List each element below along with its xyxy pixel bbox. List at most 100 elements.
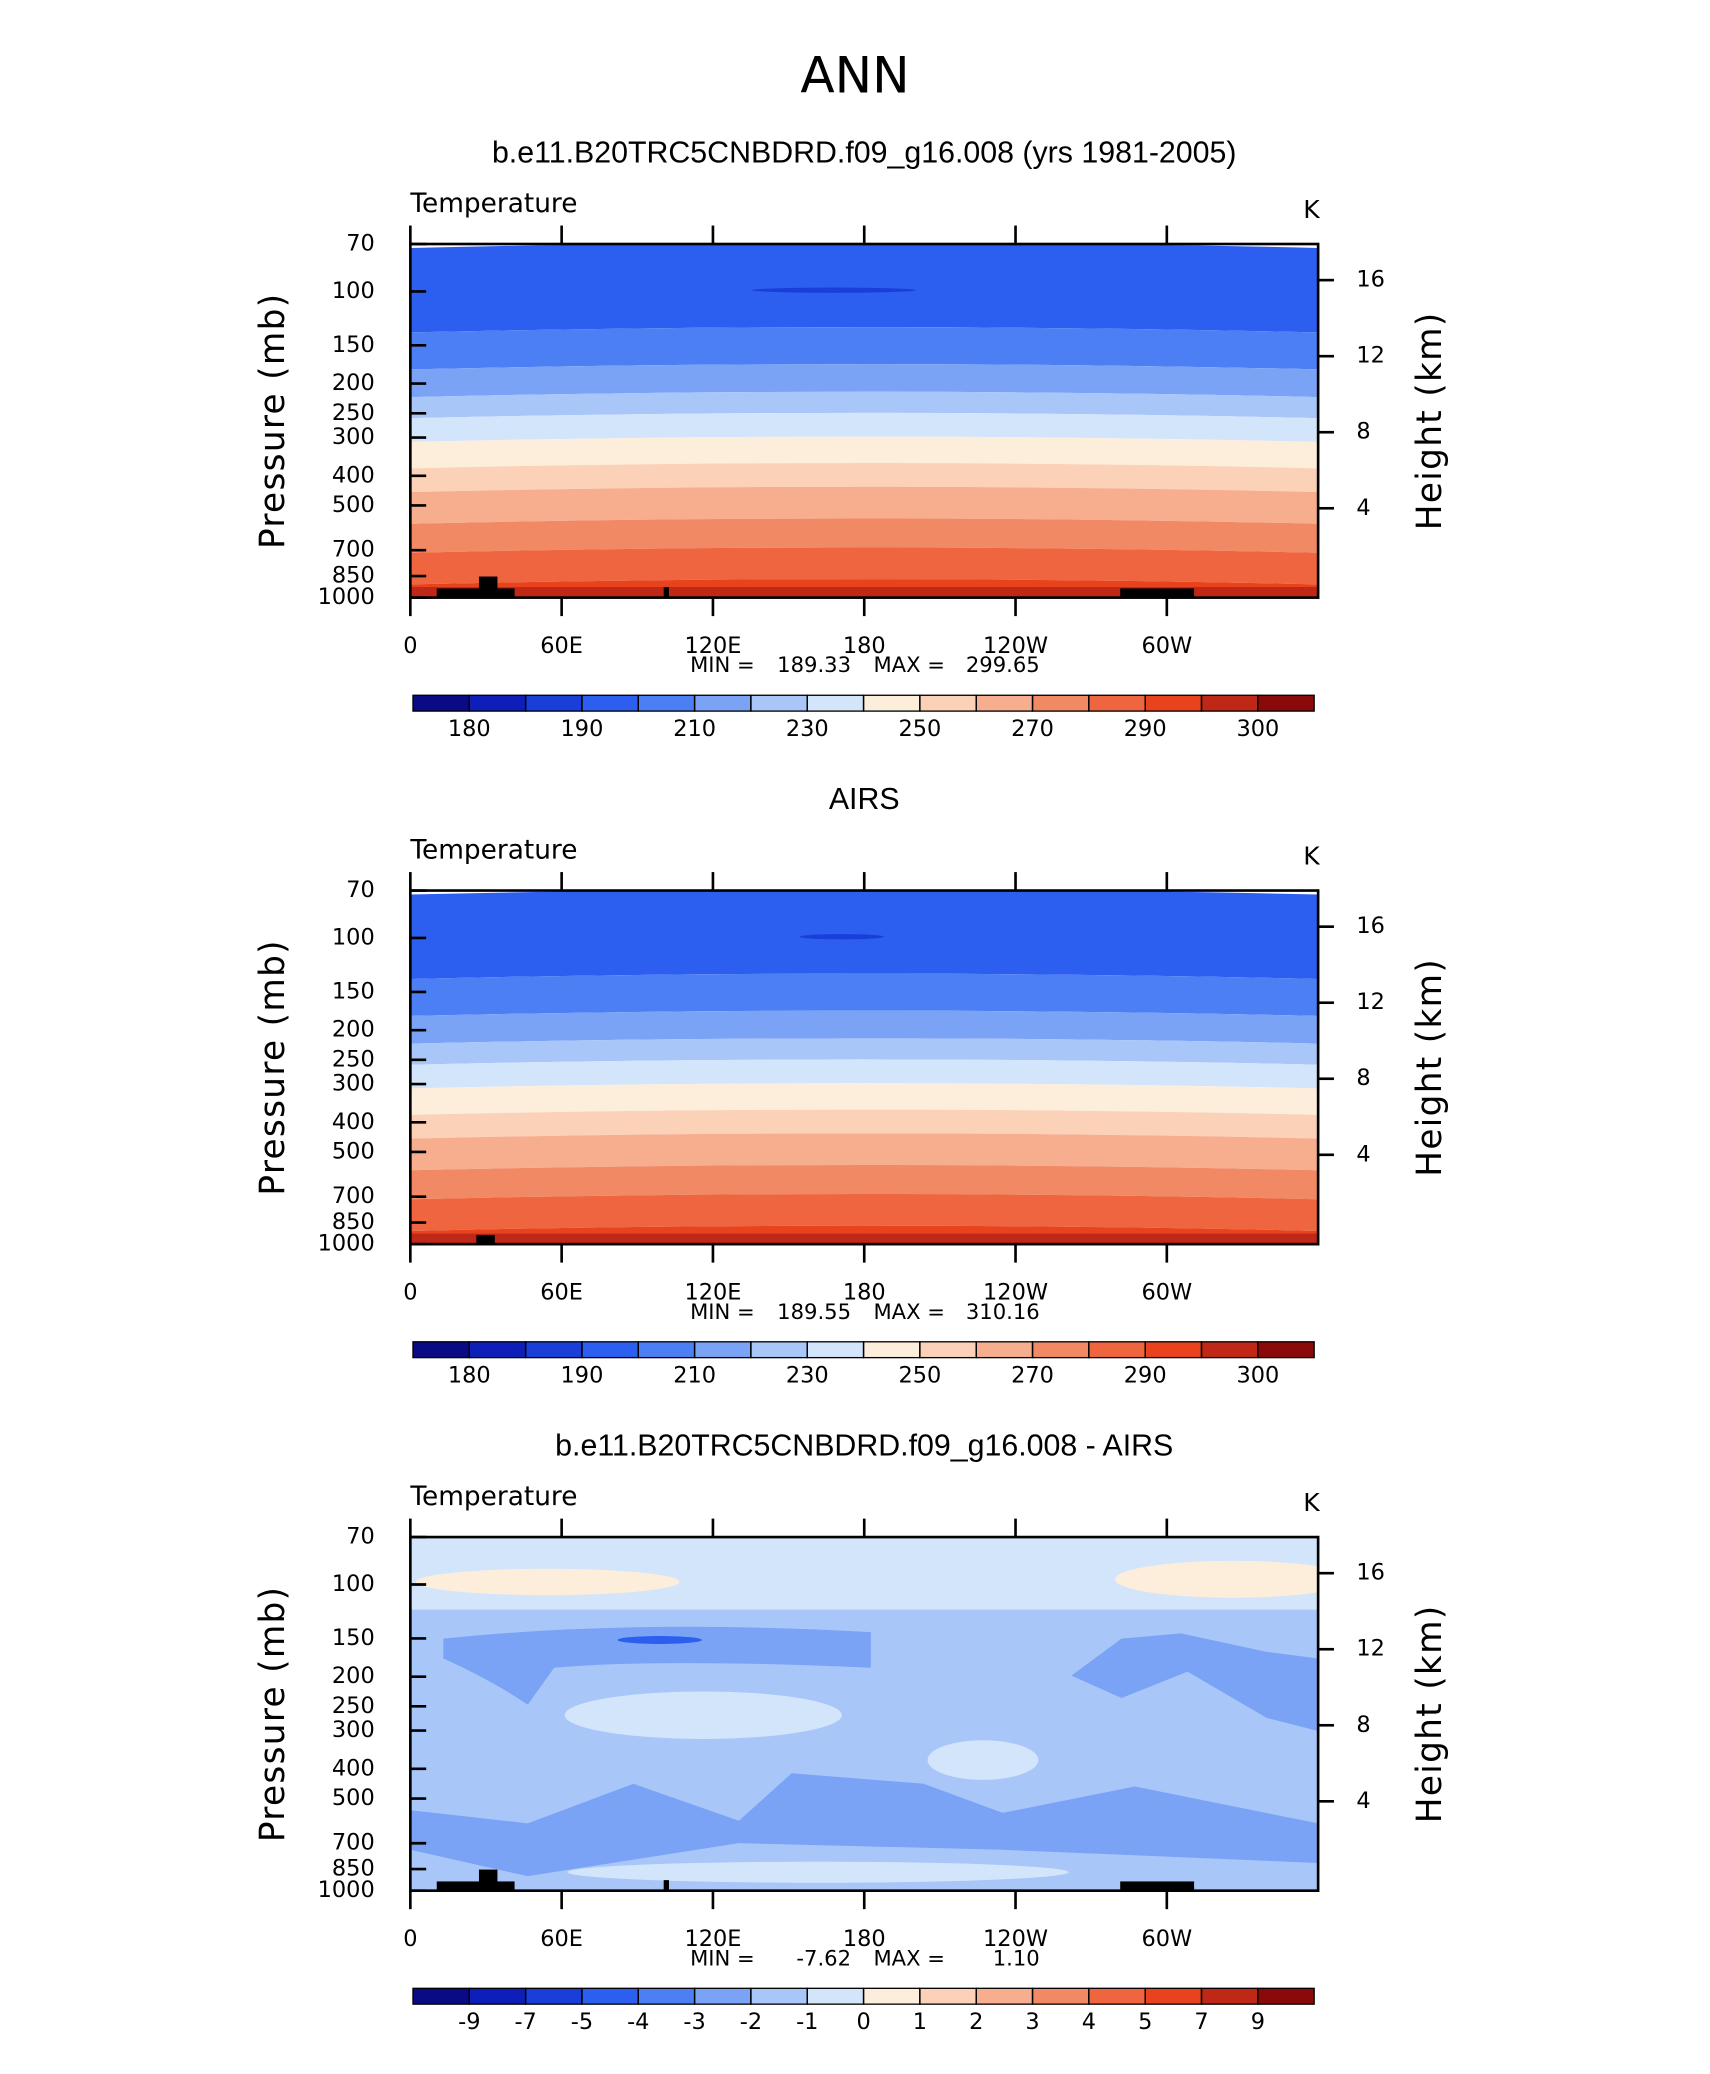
x-tick-label: 0: [403, 1279, 417, 1305]
field: [410, 1537, 1319, 1891]
y2-tick-label: 16: [1356, 913, 1385, 939]
y-tick-label: 400: [332, 1109, 375, 1135]
y-tick-label: 400: [332, 1755, 375, 1781]
colorbar-label: -5: [571, 2009, 593, 2035]
colorbar-box: [1144, 1341, 1203, 1359]
colorbar-box: [919, 694, 977, 712]
colorbar-box: [1200, 1341, 1259, 1359]
colorbar-label: 5: [1138, 2009, 1152, 2035]
y-tick-label: 200: [332, 1663, 375, 1689]
colorbar-label: 7: [1194, 2009, 1208, 2035]
x-tick-label: 0: [403, 633, 417, 659]
y-tick-label: 100: [332, 1571, 375, 1597]
x-tick-label: 60W: [1141, 1926, 1192, 1952]
colorbar-label: 270: [1011, 1363, 1054, 1389]
contour-band: [1114, 1560, 1319, 1598]
colorbar-label: 210: [673, 1363, 716, 1389]
y-tick-label: 70: [346, 231, 375, 257]
colorbar-box: [412, 1341, 470, 1359]
colorbar-label: 290: [1124, 716, 1167, 742]
x-tick-label: 60E: [540, 1926, 583, 1952]
contour-band: [410, 547, 1319, 585]
colorbar-box: [637, 694, 696, 712]
panel-title: b.e11.B20TRC5CNBDRD.f09_g16.008 - AIRS: [555, 1429, 1173, 1462]
y-tick-label: 700: [332, 1830, 375, 1856]
contour-band: [443, 1626, 871, 1705]
colorbar-box: [1257, 694, 1315, 712]
y-tick-label: 100: [332, 278, 375, 304]
y-tick-label: 500: [332, 1138, 375, 1164]
y2-axis-label: Height (km): [1410, 958, 1450, 1177]
colorbar-label: 4: [1082, 2009, 1096, 2035]
colorbar-box: [693, 1341, 752, 1359]
field: [410, 890, 1319, 1245]
y-axis-label: Pressure (mb): [253, 293, 293, 549]
y-tick-label: 700: [332, 537, 375, 563]
max-label: MAX =: [873, 652, 945, 677]
max-value: 1.10: [993, 1945, 1040, 1970]
x-tick-label: 60W: [1141, 1279, 1192, 1305]
y-tick-label: 850: [332, 1209, 375, 1235]
colorbar-box: [524, 1341, 583, 1359]
contour-band: [410, 463, 1319, 493]
y-axis-label: Pressure (mb): [253, 1586, 293, 1842]
y-tick-label: 70: [346, 1524, 375, 1550]
colorbar-box: [1200, 1987, 1259, 2005]
topography: [478, 1869, 498, 1891]
colorbar-label: -7: [514, 2009, 536, 2035]
colorbar-box: [975, 1341, 1034, 1359]
colorbar-box: [524, 1987, 583, 2005]
x-tick-label: 120W: [983, 633, 1048, 659]
colorbar-box: [1144, 1987, 1203, 2005]
contour-band: [410, 1038, 1319, 1065]
y-tick-label: 850: [332, 1856, 375, 1882]
y-tick-label: 300: [332, 424, 375, 450]
panel: AIRS Temperature K 0 60E 120E 180 120W 60W 70 100 1…: [253, 783, 1450, 1389]
y2-tick-label: 8: [1356, 1065, 1370, 1091]
units-label: K: [1303, 1488, 1320, 1517]
contour-band: [410, 436, 1319, 469]
colorbar-box: [1144, 694, 1203, 712]
colorbar-label: 300: [1236, 716, 1279, 742]
colorbar-box: [975, 1987, 1034, 2005]
colorbar-box: [412, 694, 470, 712]
colorbar-label: -2: [740, 2009, 762, 2035]
x-tick-label: 60E: [540, 633, 583, 659]
y-tick-label: 300: [332, 1717, 375, 1743]
y-tick-label: 100: [332, 924, 375, 950]
colorbar-label: 230: [786, 1363, 829, 1389]
y-tick-label: 150: [332, 332, 375, 358]
variable-label: Temperature: [409, 189, 577, 219]
x-tick-label: 180: [843, 1279, 886, 1305]
colorbar-box: [750, 694, 808, 712]
variable-label: Temperature: [409, 835, 577, 865]
colorbar-box: [1200, 694, 1259, 712]
colorbar-box: [862, 694, 921, 712]
contour-band: [410, 412, 1319, 442]
colorbar-box: [1257, 1987, 1315, 2005]
colorbar-box: [862, 1341, 921, 1359]
y2-tick-label: 12: [1356, 989, 1385, 1015]
y2-tick-label: 4: [1356, 1788, 1370, 1814]
colorbar-box: [806, 1987, 865, 2005]
colorbar-box: [468, 694, 527, 712]
colorbar-box: [1088, 694, 1146, 712]
x-tick-label: 120E: [684, 633, 741, 659]
x-tick-label: 120W: [983, 1279, 1048, 1305]
colorbar-box: [1088, 1987, 1146, 2005]
colorbar-box: [919, 1341, 977, 1359]
panel-title: AIRS: [829, 783, 900, 816]
y2-tick-label: 16: [1356, 267, 1385, 293]
topography: [436, 1881, 515, 1891]
x-tick-label: 60W: [1141, 633, 1192, 659]
y2-tick-label: 16: [1356, 1560, 1385, 1586]
colorbar-box: [806, 1341, 865, 1359]
colorbar-label: 2: [969, 2009, 983, 2035]
y2-axis-label: Height (km): [1410, 311, 1450, 530]
topography: [1120, 588, 1195, 598]
contour-band: [617, 1636, 702, 1644]
max-label: MAX =: [873, 1945, 945, 1970]
contour-band: [410, 1773, 1319, 1877]
